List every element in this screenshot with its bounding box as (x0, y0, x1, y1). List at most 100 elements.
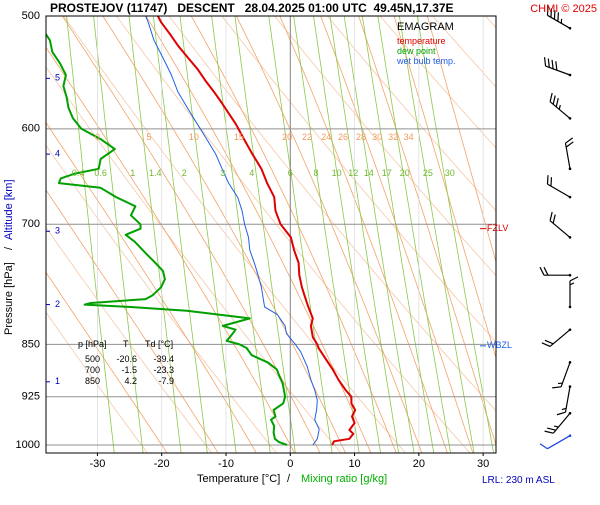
wind-barb-feather (570, 277, 578, 281)
level-table: p [hPa] T Td [°C] 500 -20.6 -39.4 700 -1… (78, 339, 174, 386)
x-tick-label: 0 (287, 458, 293, 470)
wind-barb-feather (552, 384, 561, 390)
x-tick-label: 30 (477, 458, 489, 470)
altitude-tick-label: 1 (55, 376, 60, 386)
table-cell: -20.6 (116, 354, 137, 364)
mixing-ratio-label: 20 (400, 168, 410, 178)
legend-wet-bulb: wet bulb temp. (396, 56, 456, 66)
dry-adiabat-line (212, 4, 600, 458)
wind-barb-dot (568, 167, 571, 170)
adiabat-label: 0 (95, 132, 100, 142)
moist-adiabat-line (354, 4, 499, 458)
mixing-ratio-label: 12 (348, 168, 358, 178)
wind-barb-feather (557, 411, 566, 416)
table-header-p: p [hPa] (78, 339, 107, 349)
wind-barb-feather (542, 57, 548, 66)
y-axis-label-altitude: Altitude [km] (3, 179, 15, 240)
mixing-ratio-label: 17 (382, 168, 392, 178)
mixing-ratio-line (397, 4, 475, 458)
mixing-ratio-label: 4 (249, 168, 254, 178)
mixing-ratio-label: 25 (423, 168, 433, 178)
mixing-ratio-label: 8 (313, 168, 318, 178)
wind-barb-feather (544, 267, 548, 275)
table-header-t: T (123, 339, 129, 349)
dry-adiabat-line (0, 4, 151, 458)
table-cell: 4.2 (124, 376, 137, 386)
x-tick-label: -10 (218, 458, 234, 470)
wind-barb (540, 267, 571, 276)
mixing-ratio-line (292, 4, 360, 458)
dry-adiabat-line (370, 4, 600, 458)
wind-barb-feather (544, 175, 551, 184)
altitude-tick-label: 3 (55, 226, 60, 236)
table-cell: -1.5 (121, 365, 137, 375)
mixing-ratio-label: 30 (445, 168, 455, 178)
dry-adiabat-line (579, 4, 600, 458)
legend-dew-point: dew point (397, 46, 436, 56)
mixing-ratio-label: 10 (332, 168, 342, 178)
adiabat-label: 22 (302, 132, 312, 142)
mixing-ratio-line (179, 4, 237, 458)
fzlv-label: FZLV (487, 223, 508, 233)
pressure-tick-label: 700 (22, 218, 40, 230)
altitude-tick-label: 2 (55, 299, 60, 309)
wind-barb-dot (568, 361, 571, 364)
series-line-temperature (158, 16, 355, 445)
mixing-ratio-label: 3 (220, 168, 225, 178)
grid-layer (0, 4, 600, 458)
x-axis-label-temperature: Temperature [°C] (197, 473, 280, 485)
wind-barb-feather (540, 442, 547, 451)
mixing-ratio-line (342, 4, 414, 458)
table-cell: 850 (85, 376, 100, 386)
adiabat-label: 34 (404, 132, 414, 142)
wind-barb (546, 212, 576, 239)
mixing-ratio-line (210, 4, 271, 458)
legend: EMAGRAM temperature dew point wet bulb t… (396, 21, 456, 66)
lrl-label: LRL: 230 m ASL (482, 475, 555, 486)
table-header-td: Td [°C] (145, 339, 173, 349)
dry-adiabat-line (527, 4, 600, 458)
altitude-tick-label: 5 (55, 73, 60, 83)
mixing-ratio-label: 0.4 (72, 168, 85, 178)
legend-temperature: temperature (397, 36, 446, 46)
adiabat-label: 24 (321, 132, 331, 142)
dry-adiabat-line (0, 4, 215, 458)
adiabat-label: 30 (372, 132, 382, 142)
wind-barb (543, 175, 575, 199)
wind-barb (541, 57, 574, 76)
mixing-ratio-label: 1 (130, 168, 135, 178)
wind-barb (557, 384, 572, 416)
x-axis-label-sep: / (287, 473, 291, 485)
table-cell: 700 (85, 365, 100, 375)
adiabat-label: 5 (146, 132, 151, 142)
x-tick-label: -20 (154, 458, 170, 470)
mixing-ratio-label: 0.6 (94, 168, 107, 178)
wind-barb (569, 277, 578, 308)
wind-barb-feather (540, 267, 544, 275)
adiabat-label: 20 (282, 132, 292, 142)
y-axis-label-pressure: Pressure [hPa] (3, 262, 15, 335)
pressure-tick-label: 1000 (16, 439, 40, 451)
moist-adiabat-line (230, 4, 423, 458)
y-axis-label: Pressure [hPa] / Altitude [km] (3, 179, 15, 335)
mixing-ratio-line (267, 4, 333, 458)
table-cell: 500 (85, 354, 100, 364)
mixing-ratio-label: 6 (288, 168, 293, 178)
table-cell: -23.3 (153, 365, 174, 375)
table-cell: -7.9 (158, 376, 174, 386)
legend-title: EMAGRAM (397, 21, 454, 33)
adiabat-label: 10 (189, 132, 199, 142)
x-tick-label: 10 (348, 458, 360, 470)
wind-barb (546, 93, 576, 120)
wind-barb (542, 323, 572, 350)
adiabat-label: 28 (356, 132, 366, 142)
moist-adiabat-line (95, 4, 348, 458)
adiabat-label: 26 (338, 132, 348, 142)
adiabat-label: 15 (234, 132, 244, 142)
wind-barb (545, 407, 572, 437)
dry-adiabat-line (422, 4, 600, 458)
y-axis-label-sep: / (3, 246, 15, 250)
wind-barb-panel (540, 6, 578, 451)
